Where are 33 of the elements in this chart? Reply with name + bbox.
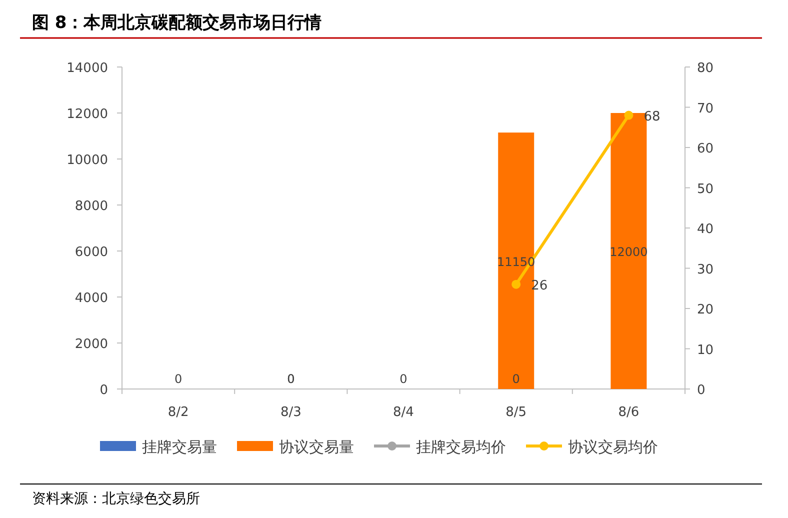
chart-title: 图 8：本周北京碳配额交易市场日行情: [32, 13, 322, 33]
data-label: 11150: [497, 254, 536, 269]
y2-tick-label: 80: [697, 61, 714, 76]
legend-label: 挂牌交易量: [142, 438, 217, 456]
y-tick-label: 12000: [66, 107, 108, 122]
y-tick-label: 14000: [66, 61, 108, 76]
legend-label: 挂牌交易均价: [416, 438, 506, 456]
x-tick-label: 8/6: [618, 405, 640, 420]
y-tick-label: 2000: [74, 337, 108, 352]
data-label: 0: [174, 372, 182, 386]
x-tick-label: 8/2: [168, 405, 189, 420]
y-tick-label: 6000: [74, 245, 108, 260]
y2-tick-label: 70: [697, 101, 714, 116]
x-tick-label: 8/4: [393, 405, 414, 420]
data-label: 0: [512, 372, 520, 386]
y2-tick-label: 10: [697, 342, 714, 358]
y2-tick-label: 0: [697, 383, 706, 398]
legend-label: 协议交易均价: [568, 438, 658, 456]
y2-tick-label: 40: [697, 222, 714, 237]
y2-tick-label: 60: [697, 142, 714, 156]
data-label: 0: [400, 372, 408, 386]
y2-tick-label: 30: [697, 262, 714, 278]
x-tick-label: 8/5: [506, 405, 527, 420]
y-tick-label: 4000: [74, 291, 108, 306]
data-label: 0: [287, 372, 295, 386]
y2-tick-label: 20: [697, 302, 714, 318]
x-tick-label: 8/3: [280, 405, 302, 420]
y-tick-label: 8000: [74, 199, 108, 214]
y-tick-label: 0: [100, 383, 108, 398]
y2-tick-label: 50: [697, 182, 714, 197]
legend-label: 协议交易量: [279, 438, 354, 456]
text: 资料来源：北京绿色交易所: [32, 491, 200, 507]
y-tick-label: 10000: [66, 153, 108, 168]
